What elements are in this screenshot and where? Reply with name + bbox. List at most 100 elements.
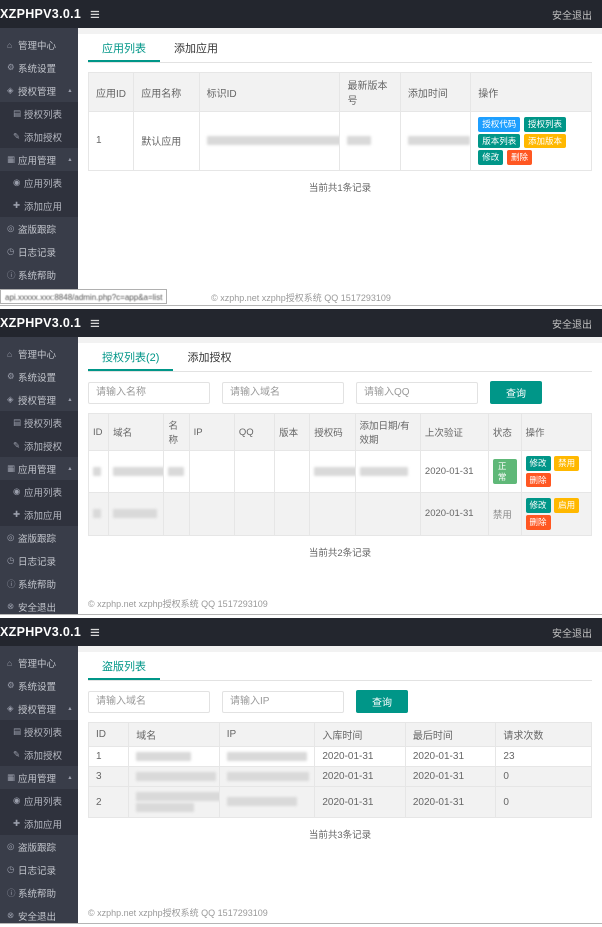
- sidebar-item-admin-center[interactable]: ⌂ 管理中心: [0, 342, 78, 365]
- sidebar-item-logout[interactable]: ⊗ 安全退出: [0, 904, 78, 923]
- sidebar-item-add-auth[interactable]: ✎ 添加授权: [0, 434, 78, 457]
- version-list-button[interactable]: 版本列表: [478, 133, 521, 149]
- disable-button[interactable]: 禁用: [554, 456, 580, 471]
- sidebar-item-app-list[interactable]: ◉ 应用列表: [0, 171, 78, 194]
- hamburger-menu-icon[interactable]: ≡: [90, 622, 100, 642]
- redacted-text: [136, 791, 219, 801]
- tab-app-list[interactable]: 应用列表: [88, 36, 160, 62]
- cell-domain: [128, 786, 220, 818]
- sidebar-item-auth-list[interactable]: ▤ 授权列表: [0, 411, 78, 434]
- ip-search-input[interactable]: [222, 690, 344, 713]
- delete-button[interactable]: 删除: [507, 150, 533, 165]
- tab-add-auth[interactable]: 添加授权: [187, 352, 232, 364]
- sidebar-item-system-settings[interactable]: ⚙ 系统设置: [0, 365, 78, 388]
- add-version-button[interactable]: 添加版本: [524, 133, 567, 149]
- edit-button[interactable]: 修改: [525, 498, 551, 513]
- cell-domain: [108, 492, 165, 536]
- qq-search-input[interactable]: [356, 381, 478, 404]
- info-icon: ⓘ: [7, 578, 16, 589]
- sidebar-item-piracy-tracking[interactable]: ◎ 盗版跟踪: [0, 526, 78, 549]
- search-button[interactable]: 查询: [356, 690, 408, 713]
- col-status: 状态: [487, 413, 522, 451]
- auth-code-button[interactable]: 授权代码: [478, 117, 521, 132]
- sidebar-item-app-management[interactable]: ▦ 应用管理 ▲: [0, 457, 78, 480]
- redacted-text: [93, 509, 101, 519]
- search-button[interactable]: 查询: [490, 381, 542, 404]
- sidebar-item-label: 盗版跟踪: [18, 533, 57, 545]
- sidebar-item-add-auth[interactable]: ✎ 添加授权: [0, 125, 78, 148]
- name-search-input[interactable]: [88, 381, 210, 404]
- sidebar-item-app-list[interactable]: ◉ 应用列表: [0, 789, 78, 812]
- col-domain: 域名: [128, 722, 220, 747]
- domain-search-input[interactable]: [222, 381, 344, 404]
- sidebar-item-app-management[interactable]: ▦ 应用管理 ▲: [0, 148, 78, 171]
- tab-bar: 授权列表(2) 添加授权: [88, 345, 592, 372]
- auth-list-button[interactable]: 授权列表: [524, 117, 567, 132]
- redacted-text: [136, 771, 217, 781]
- redacted-text: [113, 509, 158, 519]
- grid-icon: ▦: [7, 772, 16, 782]
- edit-button[interactable]: 修改: [478, 150, 504, 165]
- redacted-text: [168, 467, 185, 477]
- screen-auth-list: XZPHPV3.0.1 ≡ 安全退出 ⌂ 管理中心 ⚙ 系统设置 ◈ 授权管理 …: [0, 309, 602, 615]
- sidebar-item-auth-management[interactable]: ◈ 授权管理 ▲: [0, 79, 78, 102]
- hamburger-menu-icon[interactable]: ≡: [90, 4, 100, 24]
- cell-version: [274, 492, 311, 536]
- sidebar-item-admin-center[interactable]: ⌂ 管理中心: [0, 651, 78, 674]
- sidebar-item-log-records[interactable]: ◷ 日志记录: [0, 549, 78, 572]
- sidebar-item-auth-list[interactable]: ▤ 授权列表: [0, 102, 78, 125]
- sidebar-item-app-management[interactable]: ▦ 应用管理 ▲: [0, 766, 78, 789]
- sidebar-item-piracy-tracking[interactable]: ◎ 盗版跟踪: [0, 835, 78, 858]
- sidebar-item-logout[interactable]: ⊗ 安全退出: [0, 595, 78, 614]
- sidebar-item-piracy-tracking[interactable]: ◎ 盗版跟踪: [0, 217, 78, 240]
- delete-button[interactable]: 删除: [525, 472, 551, 488]
- app-submenu: ◉ 应用列表 ✚ 添加应用: [0, 789, 78, 835]
- sidebar-item-add-app[interactable]: ✚ 添加应用: [0, 194, 78, 217]
- cell-last-check: 2020-01-31: [419, 492, 489, 536]
- sidebar-item-system-help[interactable]: ⓘ 系统帮助: [0, 881, 78, 904]
- cell-status: 正常: [487, 449, 522, 494]
- sidebar-item-label: 应用管理: [18, 155, 57, 167]
- sidebar-item-admin-center[interactable]: ⌂ 管理中心: [0, 33, 78, 56]
- cell-auth-code: [309, 492, 356, 536]
- chevron-up-icon: ▲: [67, 396, 73, 403]
- logout-link[interactable]: 安全退出: [552, 10, 592, 22]
- logout-link[interactable]: 安全退出: [552, 319, 592, 331]
- redacted-text: [93, 467, 101, 477]
- sidebar-item-log-records[interactable]: ◷ 日志记录: [0, 858, 78, 881]
- sidebar-item-system-settings[interactable]: ⚙ 系统设置: [0, 56, 78, 79]
- top-header-bar: XZPHPV3.0.1 ≡ 安全退出: [0, 309, 602, 337]
- edit-button[interactable]: 修改: [525, 456, 551, 471]
- sidebar-item-auth-management[interactable]: ◈ 授权管理 ▲: [0, 697, 78, 720]
- sidebar-item-add-app[interactable]: ✚ 添加应用: [0, 812, 78, 835]
- tab-auth-list[interactable]: 授权列表(2): [88, 345, 174, 371]
- col-add-date-expiry: 添加日期/有效期: [354, 413, 421, 451]
- logout-link[interactable]: 安全退出: [552, 628, 592, 640]
- col-auth-code: 授权码: [309, 413, 356, 451]
- sidebar-item-system-help[interactable]: ⓘ 系统帮助: [0, 263, 78, 286]
- tab-add-app[interactable]: 添加应用: [174, 43, 218, 55]
- sidebar-item-system-help[interactable]: ⓘ 系统帮助: [0, 572, 78, 595]
- sidebar-item-label: 安全退出: [18, 911, 57, 923]
- tab-piracy-list[interactable]: 盗版列表: [88, 654, 160, 680]
- auth-submenu: ▤ 授权列表 ✎ 添加授权: [0, 102, 78, 148]
- cell-qq: [233, 492, 276, 536]
- enable-button[interactable]: 启用: [554, 498, 580, 513]
- delete-button[interactable]: 删除: [525, 514, 551, 530]
- redacted-text: [359, 467, 408, 477]
- sidebar-item-label: 系统帮助: [18, 579, 57, 591]
- sidebar-item-log-records[interactable]: ◷ 日志记录: [0, 240, 78, 263]
- sidebar-item-auth-management[interactable]: ◈ 授权管理 ▲: [0, 388, 78, 411]
- sidebar-item-system-settings[interactable]: ⚙ 系统设置: [0, 674, 78, 697]
- sidebar-item-add-auth[interactable]: ✎ 添加授权: [0, 743, 78, 766]
- domain-search-input[interactable]: [88, 690, 210, 713]
- cell-latest-version: [339, 111, 401, 171]
- plus-icon: ✚: [13, 200, 21, 210]
- sidebar-item-auth-list[interactable]: ▤ 授权列表: [0, 720, 78, 743]
- table-row: 3 2020-01-31 2020-01-31 0: [87, 766, 592, 787]
- table-row: 1 默认应用 授权代码 授权列表 版本列表 添加版本 修改 删除: [87, 111, 592, 171]
- sidebar-item-add-app[interactable]: ✚ 添加应用: [0, 503, 78, 526]
- sidebar-item-app-list[interactable]: ◉ 应用列表: [0, 480, 78, 503]
- app-logo: XZPHPV3.0.1: [0, 316, 82, 330]
- hamburger-menu-icon[interactable]: ≡: [90, 313, 100, 333]
